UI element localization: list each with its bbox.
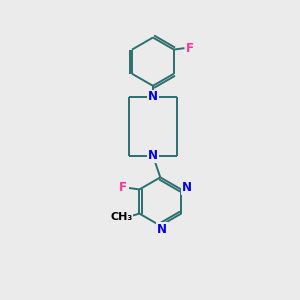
Text: F: F (119, 182, 127, 194)
Text: N: N (182, 182, 191, 194)
Text: N: N (157, 223, 167, 236)
Text: N: N (148, 149, 158, 162)
Text: F: F (186, 42, 194, 55)
Text: N: N (148, 91, 158, 103)
Text: CH₃: CH₃ (110, 212, 132, 221)
